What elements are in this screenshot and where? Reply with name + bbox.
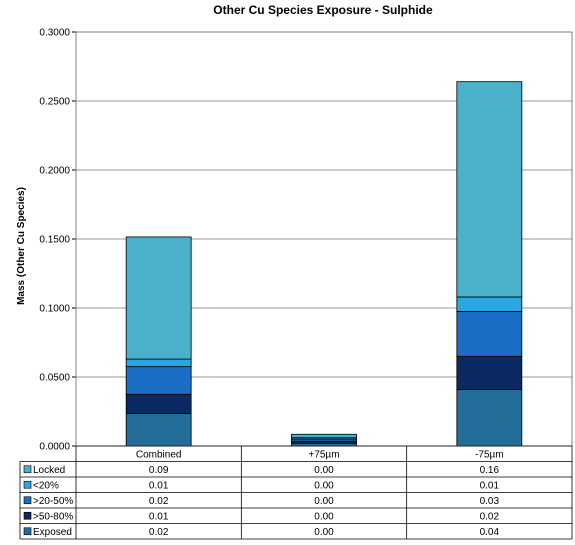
data-label: 0.00	[314, 527, 334, 538]
legend-swatch	[23, 527, 32, 536]
legend-swatch	[23, 465, 32, 474]
data-label: 0.00	[314, 481, 334, 492]
data-label: 0.00	[314, 496, 334, 507]
bar-segment	[291, 433, 357, 439]
data-label: 0.09	[149, 465, 169, 476]
bar-segment	[125, 413, 192, 447]
data-label: 0.02	[480, 512, 500, 523]
bar-segment	[125, 236, 192, 360]
data-label: 0.00	[314, 465, 334, 476]
legend-swatch	[23, 480, 32, 489]
bar-segment	[125, 393, 192, 414]
legend-label: Locked	[33, 465, 65, 476]
bar-segment	[456, 81, 523, 298]
data-label: 0.00	[314, 512, 334, 523]
bars	[125, 81, 523, 447]
legend-label: Exposed	[33, 527, 72, 538]
data-table: Combined +75µm -75µm Locked 0.09 0.00 0.16 <20%…	[19, 445, 573, 540]
y-tick-label: 0.3000	[39, 28, 70, 39]
data-label: 0.01	[480, 481, 500, 492]
legend-label: <20%	[33, 481, 59, 492]
legend-swatch	[23, 511, 32, 520]
y-tick-label: 0.2000	[39, 166, 70, 177]
y-tick-label: 0.1000	[39, 304, 70, 315]
y-tick-label: 0.2500	[39, 97, 70, 108]
data-label: 0.03	[480, 496, 500, 507]
bar-segment	[456, 296, 523, 312]
y-tick-label: 0.0000	[39, 442, 70, 453]
data-label: 0.01	[149, 512, 169, 523]
bar-segment	[456, 311, 523, 357]
data-label: 0.04	[480, 527, 500, 538]
data-label: 0.01	[149, 481, 169, 492]
category-label: -75µm	[475, 450, 504, 461]
y-tick-label: 0.0500	[39, 373, 70, 384]
bar-segment	[125, 358, 192, 368]
legend-label: >50-80%	[33, 512, 73, 523]
bar-segment	[456, 355, 523, 390]
bar-segment	[456, 389, 523, 447]
category-label: Combined	[136, 450, 182, 461]
data-label: 0.16	[480, 465, 500, 476]
data-label: 0.02	[149, 496, 169, 507]
data-label: 0.02	[149, 527, 169, 538]
bar-segment	[125, 366, 192, 395]
legend-label: >20-50%	[33, 496, 73, 507]
y-tick-label: 0.1500	[39, 235, 70, 246]
y-axis-label: Mass (Other Cu Species)	[16, 187, 27, 305]
legend-swatch	[23, 496, 32, 505]
category-label: +75µm	[308, 450, 339, 461]
chart-title: Other Cu Species Exposure - Sulphide	[213, 3, 433, 17]
